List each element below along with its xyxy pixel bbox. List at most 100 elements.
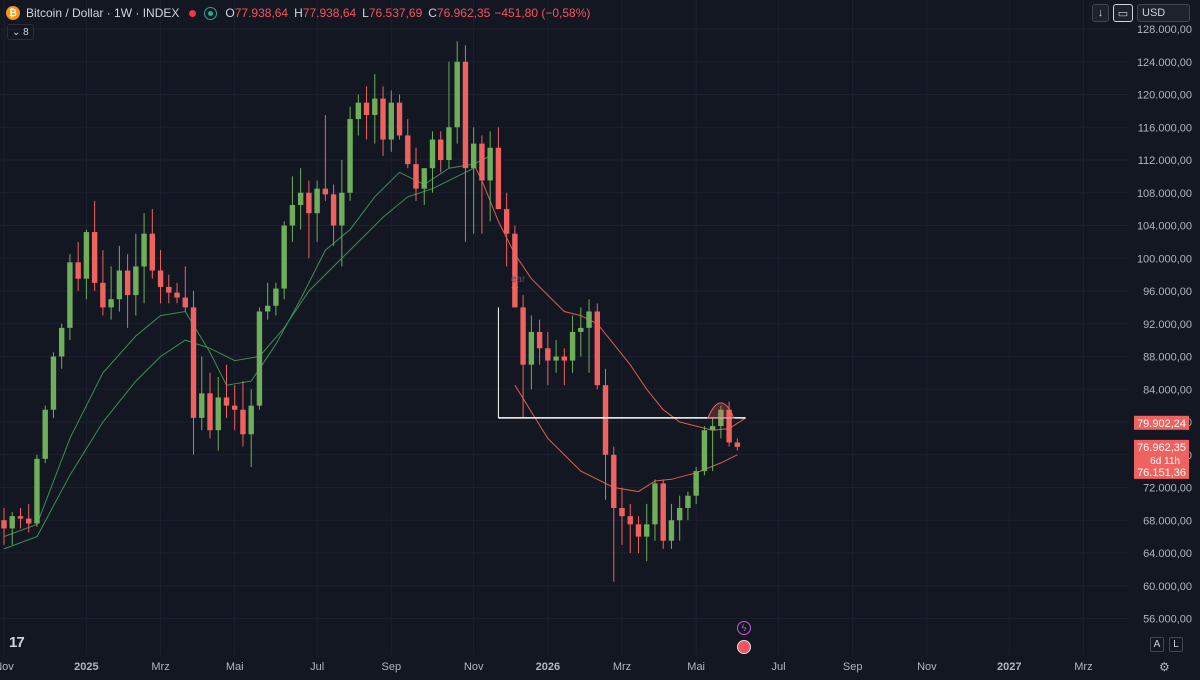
last-price-tag-bg [1134, 439, 1189, 479]
candle-body [553, 356, 559, 361]
candle-body [363, 102, 370, 115]
candle-body [174, 292, 180, 298]
candle-body [668, 520, 675, 541]
candle-body [190, 307, 197, 418]
symbol-title[interactable]: Bitcoin / Dollar · 1W · INDEX [26, 6, 180, 20]
low-value: 76.537,69 [368, 6, 423, 20]
ma-value-tag: 76.151,36 [1137, 467, 1186, 479]
candle-body [726, 409, 732, 443]
candle-body [528, 331, 535, 365]
candle-body [34, 458, 40, 524]
x-tick-label: 2027 [997, 661, 1021, 673]
candle-body [380, 98, 386, 140]
candle-body [256, 311, 263, 406]
candle-body [26, 518, 32, 524]
candle-body [709, 426, 716, 431]
x-tick-label: Mai [226, 661, 244, 673]
candle-body [487, 147, 493, 181]
candle-body [701, 430, 708, 472]
candle-body [578, 327, 584, 332]
y-tick-label: 108.000,00 [1137, 188, 1192, 200]
candle-body [561, 356, 568, 361]
candle-body [454, 61, 460, 128]
ma-price-tag-bg [1134, 415, 1189, 430]
time-axis[interactable]: Nov 2025 Mrz Mai Jul Sep Nov 2026 Mrz Mai Jul Sep No… [0, 661, 1093, 673]
ma-red-slow-line [473, 163, 746, 431]
candle-body [116, 270, 123, 300]
moving-averages [3, 155, 746, 550]
candle-body [297, 192, 304, 206]
candle-body [676, 507, 683, 521]
candle-body [594, 311, 600, 386]
log-scale-button[interactable]: L [1169, 637, 1183, 652]
y-tick-label: 60.000,00 [1143, 581, 1192, 593]
x-tick-label: Mrz [1074, 661, 1092, 673]
candle-body [141, 233, 147, 267]
candle-body [9, 516, 15, 529]
candle-body [133, 266, 139, 296]
y-tick-label: 104.000,00 [1137, 221, 1192, 233]
bear-signal-marker [511, 287, 519, 293]
candle-body [314, 188, 320, 214]
x-tick-label: Jul [310, 661, 324, 673]
close-label: C [428, 6, 437, 20]
close-value: 76.962,35 [436, 6, 491, 20]
candle-body [157, 270, 164, 287]
candle-body [1, 520, 7, 529]
candle-body [67, 262, 73, 328]
y-tick-label: 116.000,00 [1138, 122, 1192, 134]
candle-body [58, 327, 65, 357]
layout-icon[interactable]: ▭ [1113, 4, 1133, 22]
annotations: ear [497, 274, 746, 419]
candles [1, 41, 741, 582]
data-status-icon [204, 6, 218, 20]
us-flag-event-icon[interactable] [737, 640, 751, 654]
candle-body [355, 102, 362, 120]
candle-body [347, 119, 353, 193]
candle-body [438, 139, 444, 160]
x-tick-label: Mrz [613, 661, 631, 673]
candle-body [215, 397, 221, 431]
candle-body [495, 147, 502, 210]
candle-body [627, 516, 633, 525]
x-tick-label: Nov [917, 661, 937, 673]
candle-body [149, 233, 156, 271]
candle-body [182, 297, 188, 308]
open-value: 77.938,64 [234, 6, 289, 20]
candle-body [619, 507, 625, 517]
y-tick-label: 124.000,00 [1137, 57, 1192, 69]
lightning-icon[interactable]: ϟ [737, 621, 751, 635]
candle-body [388, 102, 394, 140]
tradingview-logo[interactable]: 17 [9, 634, 25, 651]
indicators-toggle[interactable]: ⌄ 8 [7, 24, 34, 40]
x-tick-label: Nov [0, 661, 14, 673]
price-axis[interactable]: 128.000,00 124.000,00 120.000,00 116.000,00… [1137, 24, 1192, 626]
candle-body [17, 516, 24, 519]
y-tick-label: 64.000,00 [1143, 548, 1192, 560]
download-icon[interactable]: ↓ [1092, 4, 1109, 22]
candle-body [446, 127, 452, 160]
symbol-header[interactable]: ₿ Bitcoin / Dollar · 1W · INDEX O 77.938… [6, 5, 590, 21]
y-tick-label: 112.000,00 [1138, 155, 1192, 167]
candle-body [330, 194, 337, 226]
y-tick-label: 96.000,00 [1143, 286, 1192, 298]
y-tick-label: 88.000,00 [1143, 352, 1192, 364]
candle-body [372, 98, 378, 115]
auto-scale-button[interactable]: A [1150, 637, 1164, 652]
ma-red-fast-line [514, 384, 738, 493]
candle-body [611, 454, 617, 508]
candle-body [602, 385, 609, 455]
candle-body [660, 483, 666, 541]
candle-body [240, 409, 246, 435]
bear-signal-label: ear [511, 274, 526, 285]
candle-body [232, 405, 238, 410]
currency-select[interactable]: USD [1137, 4, 1190, 22]
candle-body [685, 495, 691, 508]
candle-body [50, 356, 57, 410]
candle-body [652, 483, 658, 525]
candle-body [75, 262, 81, 279]
settings-icon[interactable]: ⚙ [1159, 660, 1170, 674]
candle-body [734, 442, 741, 447]
